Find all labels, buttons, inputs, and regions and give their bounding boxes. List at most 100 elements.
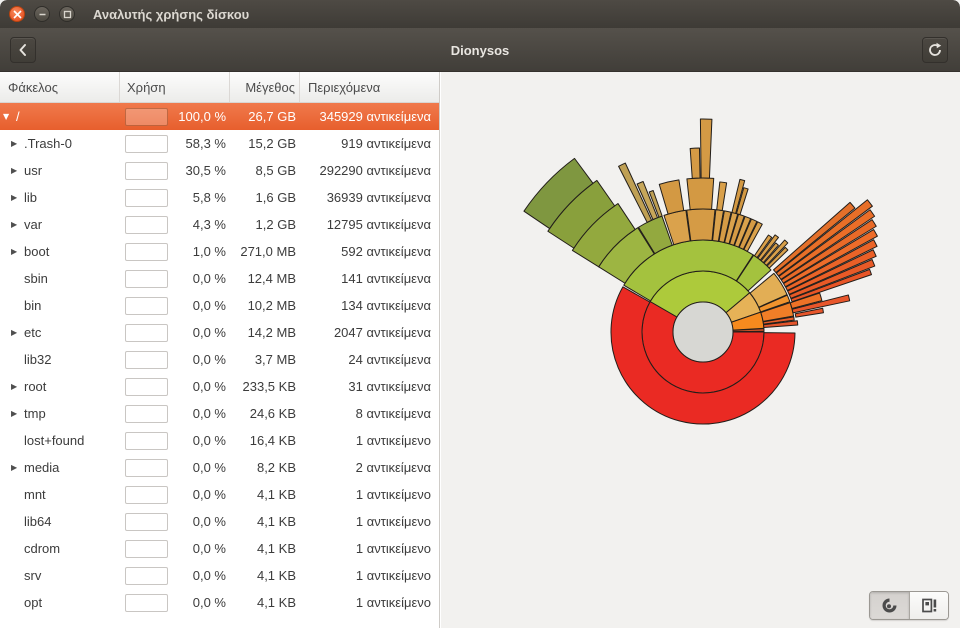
expander-closed-icon[interactable]: ▶ <box>11 463 18 472</box>
ring-segment[interactable] <box>758 294 791 313</box>
ring-segment[interactable] <box>766 246 789 269</box>
table-row[interactable]: ▶ tmp 0,0 % 24,6 KB 8 αντικείμενα <box>0 400 439 427</box>
table-row[interactable]: ▶ etc 0,0 % 14,2 MB 2047 αντικείμενα <box>0 319 439 346</box>
ring-segment[interactable] <box>743 221 763 252</box>
ring-segment[interactable] <box>738 218 758 250</box>
table-row[interactable]: ▶ .Trash-0 58,3 % 15,2 GB 919 αντικείμενα <box>0 130 439 157</box>
column-header-usage[interactable]: Χρήση <box>120 72 230 102</box>
expander-closed-icon[interactable]: ▶ <box>11 409 18 418</box>
table-row[interactable]: lost+found 0,0 % 16,4 KB 1 αντικείμενο <box>0 427 439 454</box>
expander-closed-icon[interactable]: ▶ <box>11 382 18 391</box>
refresh-button[interactable] <box>922 37 948 63</box>
expander-open-icon[interactable]: ▼ <box>3 112 10 121</box>
expander-closed-icon[interactable]: ▶ <box>11 220 18 229</box>
ring-segment[interactable] <box>610 286 796 425</box>
ring-segment[interactable] <box>773 201 856 274</box>
table-row[interactable]: bin 0,0 % 10,2 MB 134 αντικείμενα <box>0 292 439 319</box>
folder-name: boot <box>24 244 50 259</box>
ring-segment[interactable] <box>716 181 728 212</box>
ring-segment[interactable] <box>763 320 799 329</box>
usage-progressbar <box>125 323 168 342</box>
usage-progressbar <box>125 242 168 261</box>
table-row[interactable]: mnt 0,0 % 4,1 KB 1 αντικείμενο <box>0 481 439 508</box>
usage-percent: 0,0 % <box>192 460 226 475</box>
folder-name: tmp <box>24 406 46 421</box>
ring-segment[interactable] <box>648 190 663 218</box>
table-row[interactable]: sbin 0,0 % 12,4 MB 141 αντικείμενα <box>0 265 439 292</box>
ring-segment[interactable] <box>757 234 779 261</box>
chart-center-circle[interactable] <box>672 301 734 363</box>
table-row[interactable]: srv 0,0 % 4,1 KB 1 αντικείμενο <box>0 562 439 589</box>
usage-progressbar <box>125 161 168 180</box>
table-row[interactable]: ▶ media 0,0 % 8,2 KB 2 αντικείμενα <box>0 454 439 481</box>
ring-segment[interactable] <box>638 215 673 255</box>
table-row[interactable]: ▶ root 0,0 % 233,5 KB 31 αντικείμενα <box>0 373 439 400</box>
ring-segment[interactable] <box>658 179 685 215</box>
ring-segment[interactable] <box>636 180 659 221</box>
usage-progressbar <box>125 296 168 315</box>
folder-size: 24,6 KB <box>249 406 296 421</box>
ring-segment[interactable] <box>699 118 713 179</box>
ring-segment[interactable] <box>718 210 732 243</box>
folder-name: cdrom <box>24 541 61 556</box>
table-row[interactable]: ▶ lib 5,8 % 1,6 GB 36939 αντικείμενα <box>0 184 439 211</box>
ring-segment[interactable] <box>778 209 876 280</box>
close-button[interactable] <box>9 6 25 22</box>
chart-view-toggle <box>869 591 949 620</box>
ring-segment[interactable] <box>790 268 872 303</box>
column-header-size[interactable]: Μέγεθος <box>230 72 300 102</box>
ring-segment[interactable] <box>731 178 746 214</box>
ring-segment[interactable] <box>686 177 715 211</box>
ring-segment[interactable] <box>785 239 878 291</box>
table-row[interactable]: ▶ usr 30,5 % 8,5 GB 292290 αντικείμενα <box>0 157 439 184</box>
table-row[interactable]: ▶ var 4,3 % 1,2 GB 12795 αντικείμενα <box>0 211 439 238</box>
column-header-contents[interactable]: Περιεχόμενα <box>308 79 381 95</box>
rings-chart[interactable] <box>441 72 960 628</box>
usage-percent: 1,0 % <box>192 244 226 259</box>
folder-contents-count: 2 αντικείμενα <box>355 460 431 475</box>
ring-segment[interactable] <box>787 249 877 295</box>
expander-closed-icon[interactable]: ▶ <box>11 139 18 148</box>
ring-segment[interactable] <box>783 229 878 288</box>
ring-segment[interactable] <box>780 219 877 284</box>
maximize-button[interactable] <box>59 6 75 22</box>
ring-segment[interactable] <box>753 234 773 259</box>
ring-segment[interactable] <box>789 292 823 309</box>
treemap-chart-button[interactable] <box>909 592 948 619</box>
ring-segment[interactable] <box>686 208 716 242</box>
usage-percent: 0,0 % <box>192 595 226 610</box>
usage-progressbar <box>125 134 168 153</box>
expander-closed-icon[interactable]: ▶ <box>11 328 18 337</box>
ring-segment[interactable] <box>733 215 752 248</box>
ring-segment[interactable] <box>788 259 876 299</box>
ring-segment[interactable] <box>794 307 824 318</box>
ring-segment[interactable] <box>618 162 653 223</box>
folder-size: 4,1 KB <box>256 514 296 529</box>
ring-segment[interactable] <box>523 157 594 230</box>
expander-closed-icon[interactable]: ▶ <box>11 247 18 256</box>
ring-segment[interactable] <box>689 147 701 179</box>
column-header-folder[interactable]: Φάκελος <box>0 72 120 102</box>
table-row[interactable]: lib32 0,0 % 3,7 MB 24 αντικείμενα <box>0 346 439 373</box>
ring-segment[interactable] <box>762 316 795 325</box>
ring-segment[interactable] <box>763 239 789 266</box>
rings-chart-button[interactable] <box>870 592 909 619</box>
ring-segment[interactable] <box>760 242 779 264</box>
folder-size: 14,2 MB <box>247 325 296 340</box>
minimize-button[interactable] <box>34 6 50 22</box>
expander-closed-icon[interactable]: ▶ <box>11 193 18 202</box>
table-row[interactable]: ▼ / 100,0 % 26,7 GB 345929 αντικείμενα <box>0 103 439 130</box>
usage-progressbar <box>125 188 168 207</box>
expander-closed-icon[interactable]: ▶ <box>11 166 18 175</box>
table-row[interactable]: cdrom 0,0 % 4,1 KB 1 αντικείμενο <box>0 535 439 562</box>
back-button[interactable] <box>10 37 36 63</box>
ring-segment[interactable] <box>775 199 873 277</box>
usage-progressbar <box>125 107 168 126</box>
usage-progressbar <box>125 566 168 585</box>
table-row[interactable]: lib64 0,0 % 4,1 KB 1 αντικείμενο <box>0 508 439 535</box>
folder-name: lib32 <box>24 352 52 367</box>
table-row[interactable]: opt 0,0 % 4,1 KB 1 αντικείμενο <box>0 589 439 616</box>
ring-segment[interactable] <box>791 294 851 314</box>
ring-segment[interactable] <box>735 187 749 216</box>
table-row[interactable]: ▶ boot 1,0 % 271,0 MB 592 αντικείμενα <box>0 238 439 265</box>
